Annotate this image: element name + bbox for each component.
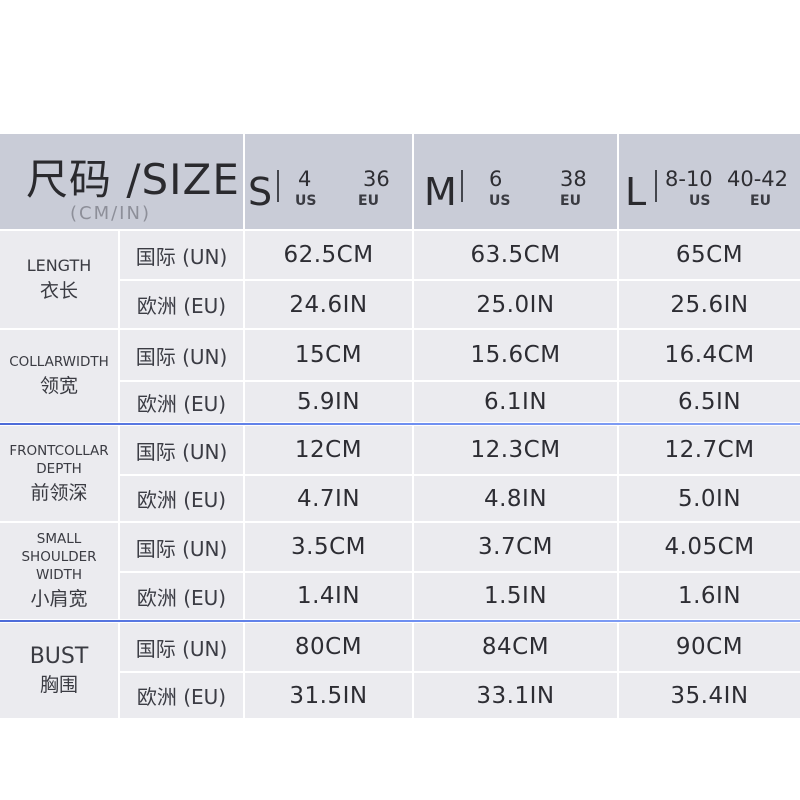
measure-en-line1: SMALL <box>36 531 82 547</box>
unit-label-un: 国际 (UN) <box>120 623 243 671</box>
unit-label-un: 国际 (UN) <box>120 523 243 571</box>
measure-en: LENGTH <box>26 255 92 275</box>
value-cell: 25.0IN <box>414 281 617 328</box>
value-cell: 1.4IN <box>245 573 412 619</box>
size-letter: M <box>424 170 457 214</box>
divider-bar <box>461 170 463 202</box>
eu-size-value: 36 <box>363 167 390 191</box>
size-subtitle: (CM/IN) <box>70 203 151 224</box>
measure-en: BUST <box>29 643 89 669</box>
measure-label-bust: BUST 胸围 <box>0 623 118 718</box>
unit-label-un: 国际 (UN) <box>120 231 243 279</box>
unit-label-eu: 欧洲 (EU) <box>120 281 243 328</box>
size-chart-table: 尺码 /SIZE (CM/IN) S 4 36 US EU M 6 38 US … <box>0 134 800 718</box>
measure-zh: 小肩宽 <box>30 588 88 610</box>
value-cell: 35.4IN <box>619 673 800 718</box>
eu-size-value: 40-42 <box>727 167 789 191</box>
measure-zh: 前领深 <box>30 481 88 504</box>
value-cell: 25.6IN <box>619 281 800 328</box>
unit-label-eu: 欧洲 (EU) <box>120 573 243 619</box>
section-divider <box>0 423 800 425</box>
value-cell: 16.4CM <box>619 330 800 380</box>
eu-tag: EU <box>750 193 771 209</box>
divider-bar <box>655 170 657 202</box>
measure-en-line3: WIDTH <box>35 567 83 583</box>
measure-zh: 衣长 <box>39 279 78 302</box>
section-divider <box>0 620 800 622</box>
value-cell: 33.1IN <box>414 673 617 718</box>
value-cell: 4.8IN <box>414 476 617 521</box>
unit-label-un: 国际 (UN) <box>120 330 243 380</box>
eu-size-value: 38 <box>560 167 587 191</box>
size-header-l: L 8-10 40-42 US EU <box>619 134 800 229</box>
value-cell: 12.3CM <box>414 426 617 474</box>
value-cell: 15.6CM <box>414 330 617 380</box>
value-cell: 90CM <box>619 623 800 671</box>
measure-label-small-shoulder-width: SMALL SHOULDER WIDTH 小肩宽 <box>0 523 118 619</box>
value-cell: 31.5IN <box>245 673 412 718</box>
value-cell: 3.7CM <box>414 523 617 571</box>
divider-bar <box>277 170 279 202</box>
measure-label-collarwidth: COLLARWIDTH 领宽 <box>0 330 118 422</box>
measure-en-line1: FRONTCOLLAR <box>9 442 109 459</box>
unit-label-eu: 欧洲 (EU) <box>120 476 243 521</box>
value-cell: 12CM <box>245 426 412 474</box>
size-title-cell: 尺码 /SIZE (CM/IN) <box>0 134 243 229</box>
unit-label-eu: 欧洲 (EU) <box>120 673 243 718</box>
us-tag: US <box>689 193 711 209</box>
unit-label-eu: 欧洲 (EU) <box>120 382 243 422</box>
value-cell: 63.5CM <box>414 231 617 279</box>
measure-en-line2: DEPTH <box>36 460 82 477</box>
value-cell: 6.5IN <box>619 382 800 422</box>
value-cell: 4.7IN <box>245 476 412 521</box>
measure-zh: 领宽 <box>39 375 78 397</box>
measure-label-frontcollar-depth: FRONTCOLLAR DEPTH 前领深 <box>0 426 118 521</box>
value-cell: 24.6IN <box>245 281 412 328</box>
us-size-value: 6 <box>489 167 503 191</box>
measure-label-length: LENGTH 衣长 <box>0 231 118 328</box>
value-cell: 4.05CM <box>619 523 800 571</box>
size-letter: L <box>625 170 647 214</box>
eu-tag: EU <box>358 193 379 209</box>
value-cell: 3.5CM <box>245 523 412 571</box>
value-cell: 62.5CM <box>245 231 412 279</box>
measure-zh: 胸围 <box>39 673 78 696</box>
eu-tag: EU <box>560 193 581 209</box>
unit-label-un: 国际 (UN) <box>120 426 243 474</box>
value-cell: 65CM <box>619 231 800 279</box>
value-cell: 1.6IN <box>619 573 800 619</box>
value-cell: 5.0IN <box>619 476 800 521</box>
size-header-s: S 4 36 US EU <box>245 134 412 229</box>
size-title: 尺码 /SIZE <box>26 155 240 204</box>
measure-en: COLLARWIDTH <box>9 354 109 370</box>
us-size-value: 8-10 <box>665 167 713 191</box>
value-cell: 12.7CM <box>619 426 800 474</box>
size-header-m: M 6 38 US EU <box>414 134 617 229</box>
us-size-value: 4 <box>298 167 312 191</box>
us-tag: US <box>489 193 511 209</box>
value-cell: 84CM <box>414 623 617 671</box>
value-cell: 6.1IN <box>414 382 617 422</box>
us-tag: US <box>295 193 317 209</box>
measure-en-line2: SHOULDER <box>21 549 97 565</box>
value-cell: 80CM <box>245 623 412 671</box>
value-cell: 1.5IN <box>414 573 617 619</box>
value-cell: 5.9IN <box>245 382 412 422</box>
size-letter: S <box>248 170 273 214</box>
value-cell: 15CM <box>245 330 412 380</box>
